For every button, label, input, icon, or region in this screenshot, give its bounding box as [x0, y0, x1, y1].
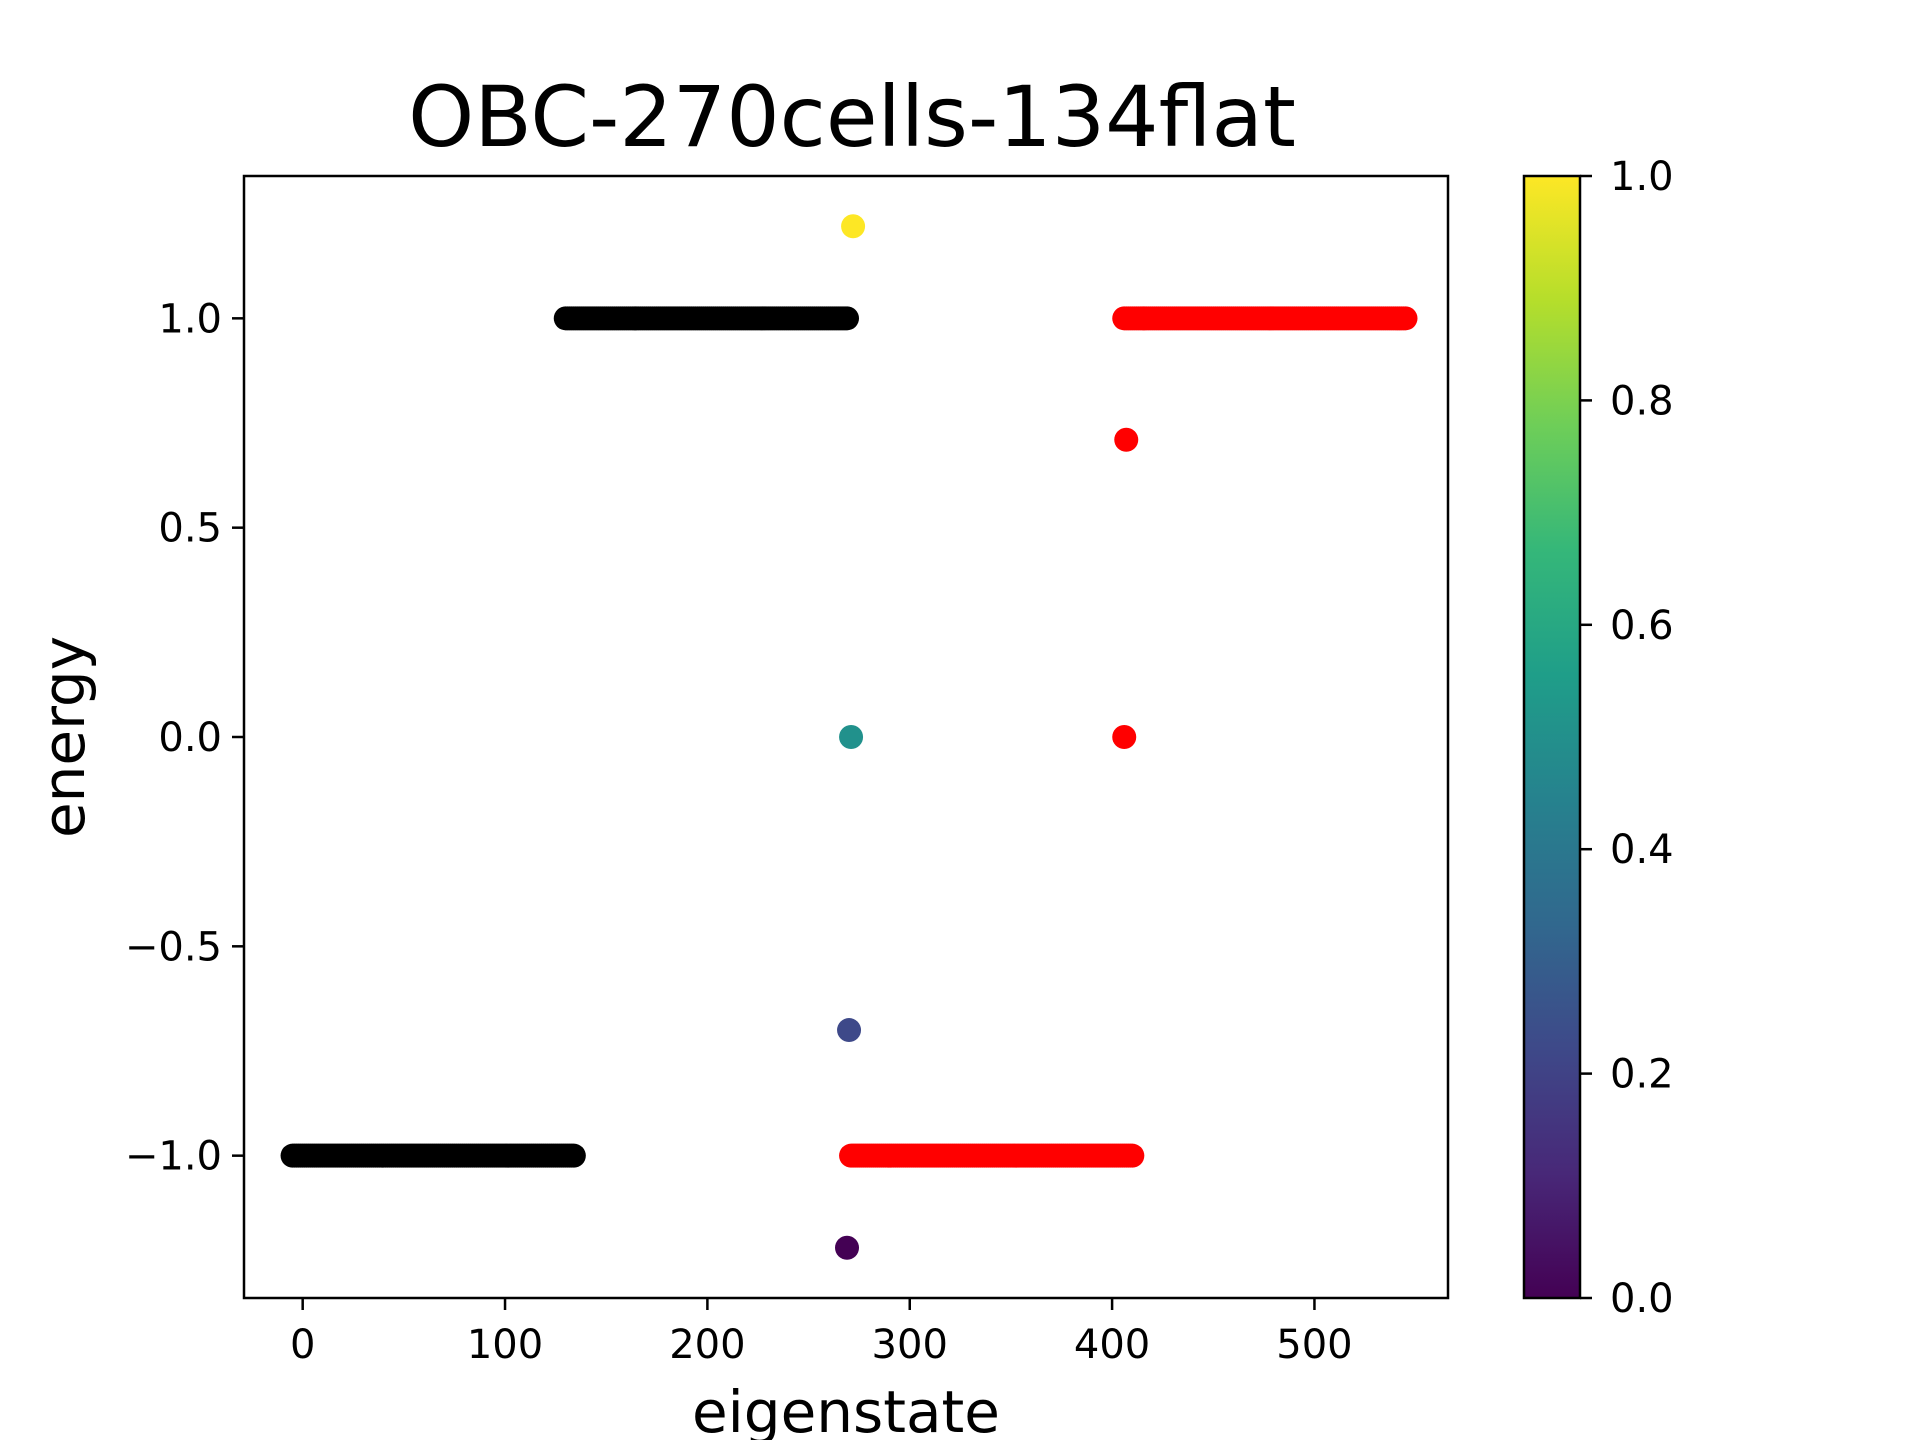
data-point: [561, 1143, 586, 1168]
y-tick-label: 1.0: [158, 296, 222, 342]
data-point: [837, 1018, 862, 1043]
plot-marks: [280, 214, 1418, 1260]
data-point: [1120, 1143, 1145, 1168]
chart-title: OBC-270cells-134flat: [408, 68, 1296, 166]
x-tick-label: 500: [1276, 1322, 1352, 1368]
data-point: [841, 214, 866, 239]
y-tick-label: −0.5: [125, 924, 222, 970]
y-axis-ticks: −1.0 −0.5 0.0 0.5 1.0: [125, 296, 244, 1180]
x-tick-label: 400: [1074, 1322, 1150, 1368]
x-tick-label: 300: [872, 1322, 948, 1368]
x-axis-label: eigenstate: [692, 1378, 1000, 1440]
x-tick-label: 200: [669, 1322, 745, 1368]
data-point: [1393, 306, 1418, 331]
colorbar-tick-label: 0.2: [1610, 1052, 1674, 1098]
x-tick-label: 100: [467, 1322, 543, 1368]
y-tick-label: 0.0: [158, 715, 222, 761]
x-axis-ticks: 0 100 200 300 400 500: [290, 1298, 1353, 1368]
data-point: [835, 1235, 860, 1260]
colorbar-tick-label: 0.8: [1610, 378, 1674, 424]
data-point: [839, 725, 864, 749]
data-point: [835, 306, 860, 331]
data-point: [1112, 725, 1137, 749]
colorbar-tick-label: 0.0: [1610, 1276, 1674, 1322]
colorbar: [1522, 174, 1582, 1300]
colorbar-tick-label: 0.4: [1610, 827, 1674, 873]
colorbar-tick-label: 1.0: [1610, 154, 1674, 200]
colorbar-ticks: 0.0 0.2 0.4 0.6 0.8 1.0: [1580, 154, 1674, 1322]
y-axis-label: energy: [30, 636, 98, 838]
x-tick-label: 0: [290, 1322, 315, 1368]
y-tick-label: −1.0: [125, 1134, 222, 1180]
y-tick-label: 0.5: [158, 506, 222, 552]
colorbar-tick-label: 0.6: [1610, 603, 1674, 649]
data-point: [1114, 427, 1139, 452]
